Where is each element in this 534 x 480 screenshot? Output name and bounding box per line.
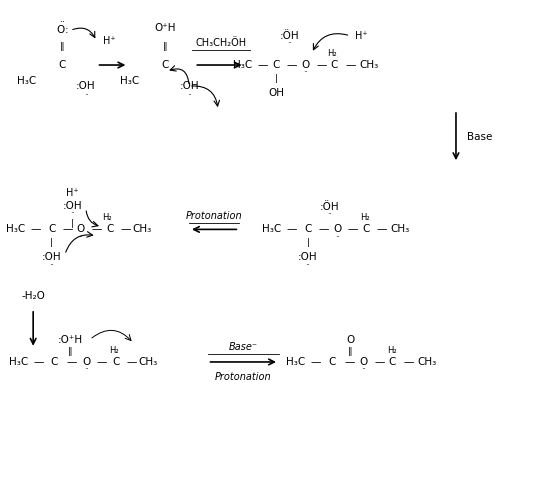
Text: H₃C: H₃C xyxy=(120,76,139,86)
Text: O: O xyxy=(76,224,85,234)
Text: ··: ·· xyxy=(361,365,366,374)
Text: —: — xyxy=(258,60,268,70)
Text: ··: ·· xyxy=(305,261,310,270)
Text: C: C xyxy=(51,357,58,367)
Text: H⁺: H⁺ xyxy=(66,188,79,198)
Text: H₂: H₂ xyxy=(109,346,119,355)
Text: H₂: H₂ xyxy=(360,213,370,222)
Text: H⁺: H⁺ xyxy=(355,31,367,41)
Text: ··: ·· xyxy=(335,233,340,242)
Text: :O⁺H: :O⁺H xyxy=(58,335,83,345)
Text: :ÖH: :ÖH xyxy=(280,31,299,41)
Text: O: O xyxy=(82,357,90,367)
Text: Protonation: Protonation xyxy=(215,372,271,382)
Text: —: — xyxy=(344,357,355,367)
Text: C: C xyxy=(363,224,370,234)
Text: CH₃: CH₃ xyxy=(391,224,410,234)
Text: :ÖH: :ÖH xyxy=(319,202,339,212)
Text: ‖: ‖ xyxy=(68,347,73,356)
Text: H₃C: H₃C xyxy=(262,224,281,234)
Text: Base: Base xyxy=(467,132,492,142)
Text: CH₃: CH₃ xyxy=(359,60,379,70)
Text: —: — xyxy=(348,224,358,234)
Text: ··: ·· xyxy=(287,39,292,48)
Text: ··: ·· xyxy=(327,211,332,219)
Text: —: — xyxy=(403,357,414,367)
Text: H₂: H₂ xyxy=(103,213,112,222)
Text: CH₃: CH₃ xyxy=(132,224,151,234)
Text: C: C xyxy=(162,60,169,70)
Text: :OH: :OH xyxy=(76,81,96,91)
Text: ‖: ‖ xyxy=(348,347,352,356)
Text: ··: ·· xyxy=(84,365,89,374)
Text: ··: ·· xyxy=(84,91,89,100)
Text: H₃C: H₃C xyxy=(6,224,25,234)
Text: O: O xyxy=(333,224,341,234)
Text: C: C xyxy=(331,60,338,70)
Text: H₃C: H₃C xyxy=(233,60,253,70)
Text: Protonation: Protonation xyxy=(186,211,242,221)
Text: C: C xyxy=(59,60,66,70)
Text: C: C xyxy=(389,357,396,367)
Text: —: — xyxy=(311,357,321,367)
Text: H₃C: H₃C xyxy=(286,357,305,367)
Text: —: — xyxy=(127,357,137,367)
Text: |: | xyxy=(307,238,310,247)
Text: ‖: ‖ xyxy=(60,42,65,51)
Text: O⁺H: O⁺H xyxy=(154,23,176,33)
Text: —: — xyxy=(91,224,102,234)
Text: H₃C: H₃C xyxy=(9,357,28,367)
Text: —: — xyxy=(319,224,329,234)
Text: -H₂O: -H₂O xyxy=(21,291,45,300)
Text: —: — xyxy=(62,224,73,234)
Text: ··: ·· xyxy=(70,209,75,218)
Text: C: C xyxy=(113,357,120,367)
Text: H₂: H₂ xyxy=(327,49,336,58)
Text: —: — xyxy=(374,357,384,367)
Text: $\ddot{\rm O}$:: $\ddot{\rm O}$: xyxy=(56,20,68,36)
Text: H₃C: H₃C xyxy=(17,76,36,86)
Text: OH: OH xyxy=(268,87,284,97)
Text: :OH: :OH xyxy=(179,81,199,91)
Text: ··: ·· xyxy=(49,261,54,270)
Text: —: — xyxy=(30,224,41,234)
Text: CH₃CH₂ÖH: CH₃CH₂ÖH xyxy=(195,38,246,48)
Text: —: — xyxy=(121,224,131,234)
Text: CH₃: CH₃ xyxy=(138,357,158,367)
Text: —: — xyxy=(287,224,297,234)
Text: Base⁻: Base⁻ xyxy=(229,342,257,352)
Text: ··: ·· xyxy=(187,91,192,100)
Text: —: — xyxy=(377,224,387,234)
Text: ‖: ‖ xyxy=(163,42,168,51)
Text: ··: ·· xyxy=(78,233,83,242)
Text: |: | xyxy=(50,238,53,247)
Text: —: — xyxy=(316,60,326,70)
Text: H₂: H₂ xyxy=(387,346,396,355)
Text: ··: ·· xyxy=(303,69,308,77)
Text: O: O xyxy=(346,335,355,345)
Text: C: C xyxy=(272,60,280,70)
Text: C: C xyxy=(106,224,114,234)
Text: C: C xyxy=(328,357,335,367)
Text: :OH: :OH xyxy=(298,252,318,262)
Text: —: — xyxy=(97,357,107,367)
Text: C: C xyxy=(304,224,312,234)
Text: |: | xyxy=(72,218,74,228)
Text: —: — xyxy=(33,357,44,367)
Text: :OH: :OH xyxy=(63,201,83,211)
Text: C: C xyxy=(48,224,56,234)
Text: H⁺: H⁺ xyxy=(104,36,116,46)
Text: O: O xyxy=(359,357,367,367)
Text: CH₃: CH₃ xyxy=(417,357,436,367)
Text: O: O xyxy=(301,60,310,70)
Text: —: — xyxy=(67,357,77,367)
Text: |: | xyxy=(275,74,278,83)
Text: —: — xyxy=(345,60,356,70)
Text: :OH: :OH xyxy=(42,252,61,262)
Text: —: — xyxy=(287,60,297,70)
